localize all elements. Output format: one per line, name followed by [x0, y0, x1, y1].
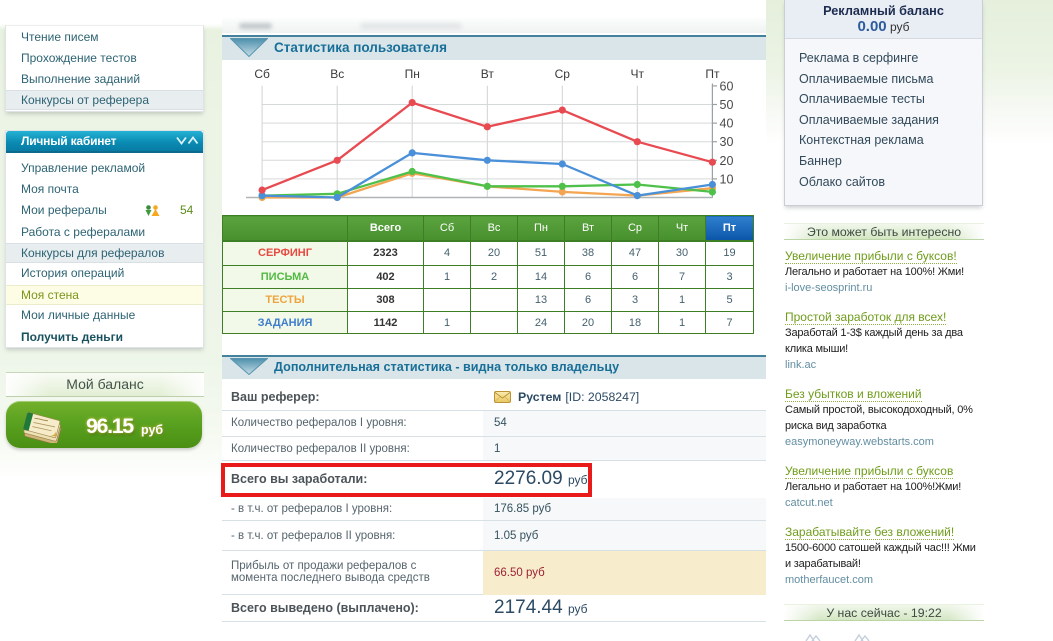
- svg-text:Чт: Чт: [631, 67, 645, 81]
- svg-text:Вт: Вт: [481, 67, 495, 81]
- svg-text:Ср: Ср: [555, 67, 571, 81]
- svg-text:40: 40: [720, 117, 734, 131]
- svg-text:Сб: Сб: [254, 67, 270, 81]
- svg-text:Пт: Пт: [705, 67, 720, 81]
- svg-text:50: 50: [720, 98, 734, 112]
- svg-text:Вс: Вс: [330, 67, 344, 81]
- svg-text:10: 10: [720, 172, 734, 186]
- svg-text:20: 20: [720, 154, 734, 168]
- svg-text:60: 60: [720, 79, 734, 93]
- svg-text:30: 30: [720, 135, 734, 149]
- svg-text:Пн: Пн: [405, 67, 420, 81]
